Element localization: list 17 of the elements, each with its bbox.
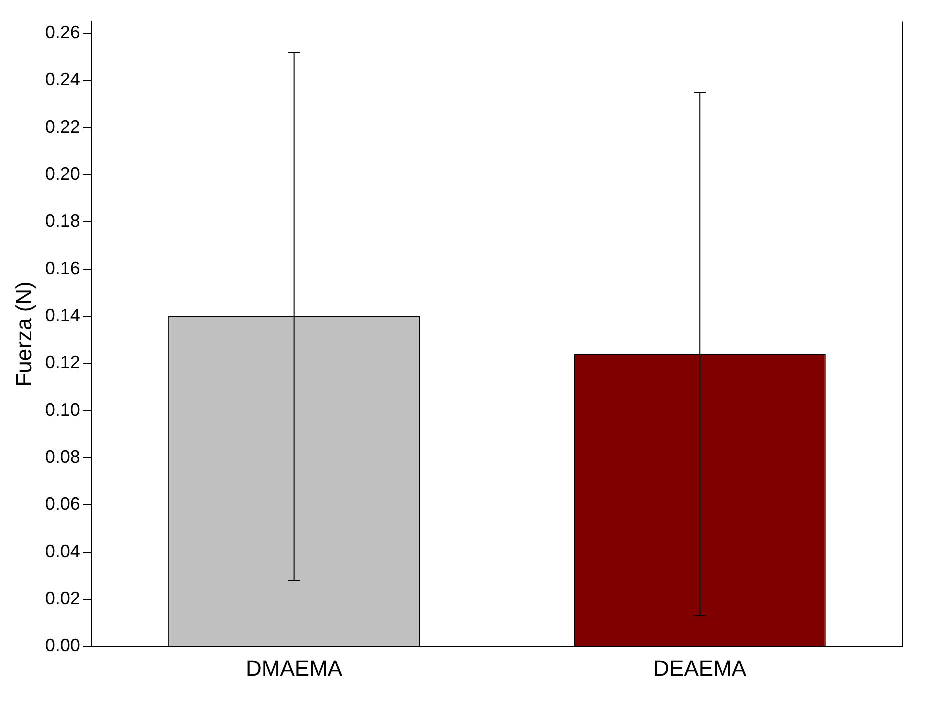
y-tick-label: 0.20 bbox=[45, 164, 80, 184]
y-tick-label: 0.02 bbox=[45, 588, 80, 608]
y-tick-label: 0.14 bbox=[45, 305, 80, 326]
x-tick-label: DMAEMA bbox=[246, 656, 343, 681]
x-tick-label: DEAEMA bbox=[654, 656, 747, 681]
y-tick-label: 0.12 bbox=[45, 352, 80, 373]
y-tick-label: 0.24 bbox=[45, 70, 80, 90]
y-tick-label: 0.08 bbox=[45, 446, 80, 467]
y-tick-label: 0.26 bbox=[45, 22, 80, 43]
y-tick-label: 0.10 bbox=[45, 400, 80, 420]
y-tick-label: 0.18 bbox=[45, 211, 80, 232]
y-tick-label: 0.00 bbox=[45, 636, 80, 656]
y-tick-label: 0.04 bbox=[45, 541, 80, 562]
y-tick-label: 0.16 bbox=[45, 258, 80, 278]
y-tick-label: 0.22 bbox=[45, 116, 80, 137]
y-tick-label: 0.06 bbox=[45, 494, 80, 514]
y-axis-title: Fuerza (N) bbox=[11, 282, 36, 387]
